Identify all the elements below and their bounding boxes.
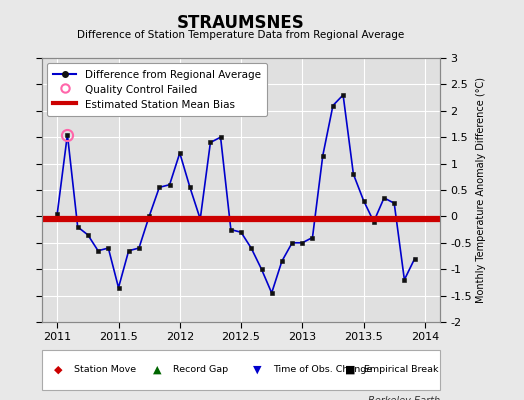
Text: Difference of Station Temperature Data from Regional Average: Difference of Station Temperature Data f… [78,30,405,40]
Text: Berkeley Earth: Berkeley Earth [368,396,440,400]
Legend: Difference from Regional Average, Quality Control Failed, Estimated Station Mean: Difference from Regional Average, Qualit… [47,63,267,116]
Text: Time of Obs. Change: Time of Obs. Change [273,365,372,374]
Text: ■: ■ [345,364,355,374]
Text: STRAUMSNES: STRAUMSNES [177,14,305,32]
Text: ◆: ◆ [54,364,62,374]
Text: Station Move: Station Move [74,365,136,374]
Text: ▼: ▼ [253,364,261,374]
Text: Record Gap: Record Gap [173,365,228,374]
Text: ▲: ▲ [154,364,162,374]
Text: Empirical Break: Empirical Break [365,365,439,374]
Y-axis label: Monthly Temperature Anomaly Difference (°C): Monthly Temperature Anomaly Difference (… [476,77,486,303]
FancyBboxPatch shape [42,350,440,390]
